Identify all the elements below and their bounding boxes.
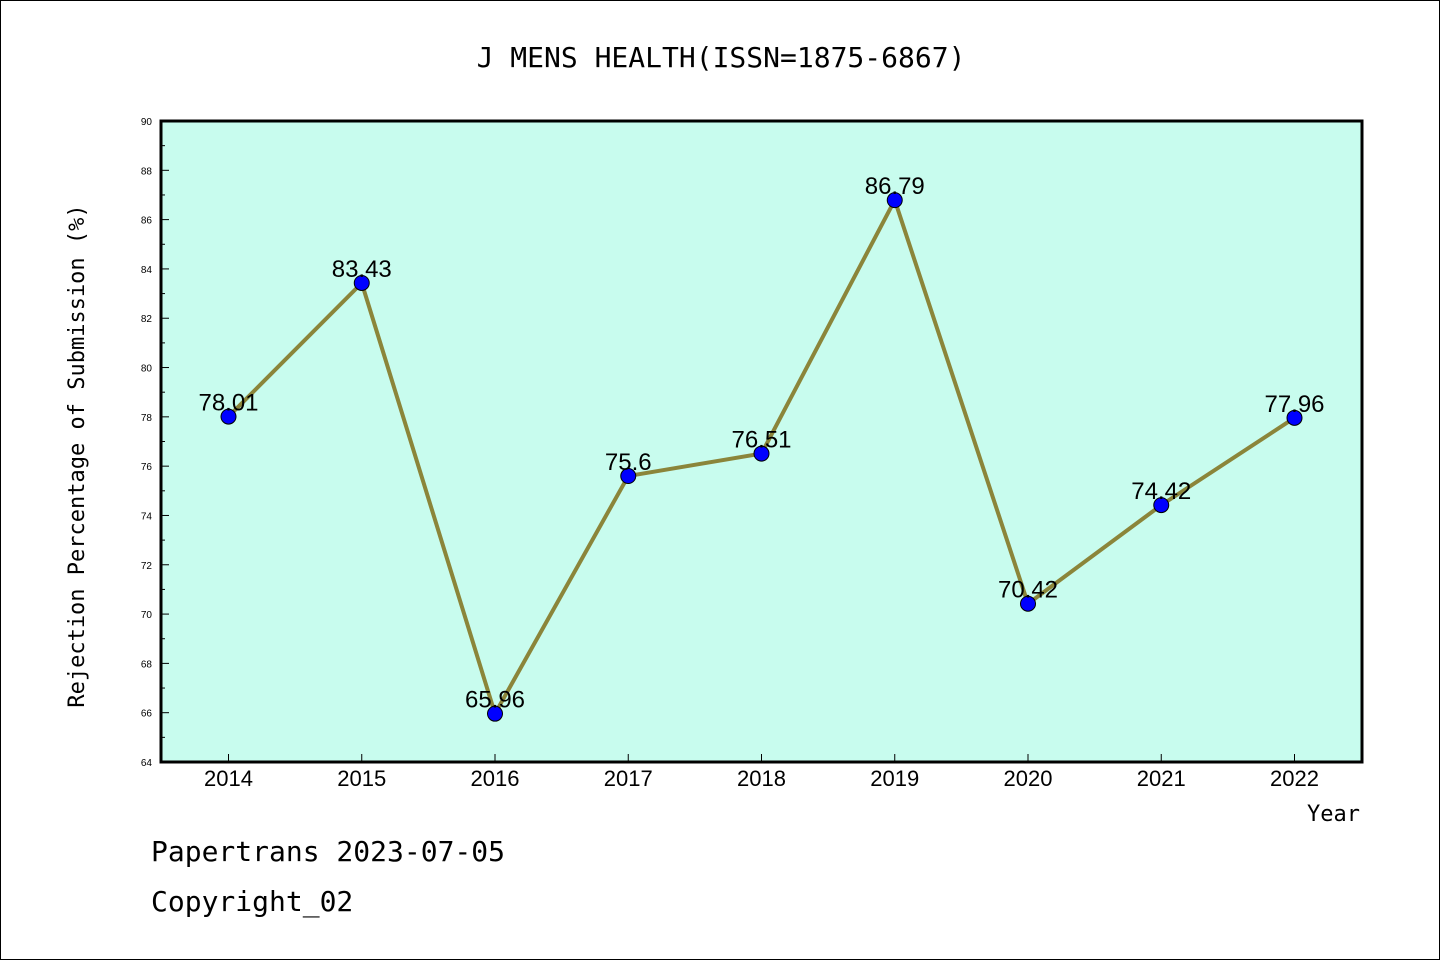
x-tick-label: 2020	[1004, 766, 1053, 791]
data-label: 65.96	[465, 687, 525, 714]
data-label: 74.42	[1131, 478, 1191, 505]
plot-area	[159, 119, 1364, 764]
data-label: 83.43	[332, 256, 392, 283]
y-tick-label: 90	[141, 117, 153, 128]
data-label: 78.01	[198, 390, 258, 417]
y-axis-label: Rejection Percentage of Submission (%)	[65, 204, 90, 707]
x-axis-label: Year	[1307, 802, 1360, 827]
data-label: 75.6	[605, 449, 652, 476]
data-point-marker	[886, 192, 903, 209]
chart-title: J MENS HEALTH(ISSN=1875-6867)	[477, 41, 966, 74]
x-tick-label: 2017	[604, 766, 653, 791]
y-tick-label: 66	[141, 709, 153, 720]
x-tick-label: 2022	[1270, 766, 1319, 791]
y-tick-label: 84	[141, 265, 153, 276]
x-tick-label: 2021	[1137, 766, 1186, 791]
series-group: 78.01 83.43 65.96 75.6 76.51 86.79 70.42 74.42 7…	[198, 173, 1325, 722]
data-label: 86.79	[865, 173, 925, 200]
x-axis: 2014 2015 2016 2017 2018 2019 2020 2021 2022	[204, 754, 1319, 791]
x-tick-label: 2015	[337, 766, 386, 791]
x-tick-label: 2018	[737, 766, 786, 791]
y-axis: 64 66 68 70 72 74 76 78 80 82 84 86 88 90	[141, 117, 169, 769]
data-point-marker	[1153, 497, 1170, 514]
y-tick-label: 80	[141, 364, 153, 375]
y-tick-label: 86	[141, 216, 153, 227]
x-tick-label: 2016	[471, 766, 520, 791]
x-tick-label: 2019	[870, 766, 919, 791]
y-tick-label: 72	[141, 561, 153, 572]
data-point-marker	[220, 408, 237, 425]
y-tick-label: 78	[141, 413, 153, 424]
y-tick-label: 88	[141, 166, 153, 177]
x-tick-label: 2014	[204, 766, 253, 791]
y-tick-label: 64	[141, 758, 153, 769]
data-point-marker	[1020, 595, 1036, 612]
data-point-marker	[353, 274, 370, 291]
data-label: 77.96	[1264, 391, 1324, 418]
y-tick-label: 74	[141, 511, 153, 522]
data-point-marker	[620, 468, 637, 485]
data-point-marker	[753, 445, 770, 462]
footer-copyright: Copyright_02	[151, 885, 354, 918]
y-tick-label: 76	[141, 462, 153, 473]
data-point-marker	[1286, 409, 1303, 426]
y-tick-label: 70	[141, 610, 153, 621]
y-tick-label: 68	[141, 659, 153, 670]
data-label: 76.51	[731, 427, 791, 454]
data-label: 70.42	[998, 577, 1058, 604]
y-tick-label: 82	[141, 314, 153, 325]
footer-papertrans: Papertrans 2023-07-05	[151, 835, 506, 868]
data-point-marker	[487, 705, 503, 722]
